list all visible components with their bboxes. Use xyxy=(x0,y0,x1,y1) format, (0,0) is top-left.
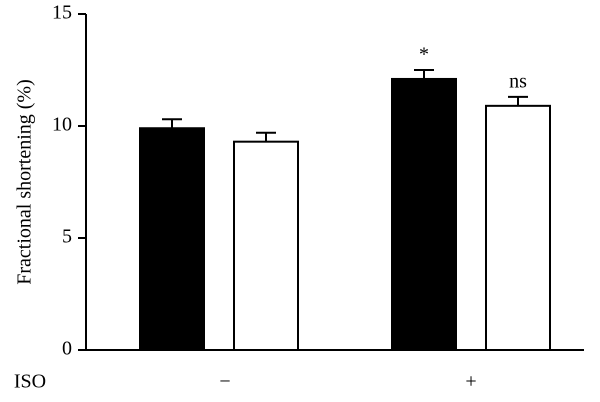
y-axis-label: Fractional shortening (%) xyxy=(14,79,36,285)
y-tick-label: 5 xyxy=(62,226,72,248)
annotation: * xyxy=(419,44,429,66)
annotation: ns xyxy=(509,70,527,92)
x-tick-label: + xyxy=(465,371,476,393)
x-tick-label: − xyxy=(219,371,230,393)
y-tick-label: 0 xyxy=(62,338,72,360)
bar xyxy=(391,77,457,352)
y-tick-label: 10 xyxy=(52,114,72,136)
bar xyxy=(485,104,551,351)
bar xyxy=(233,140,299,351)
bar xyxy=(139,127,205,351)
y-tick-label: 15 xyxy=(52,2,72,24)
x-axis-label: ISO xyxy=(14,371,46,393)
